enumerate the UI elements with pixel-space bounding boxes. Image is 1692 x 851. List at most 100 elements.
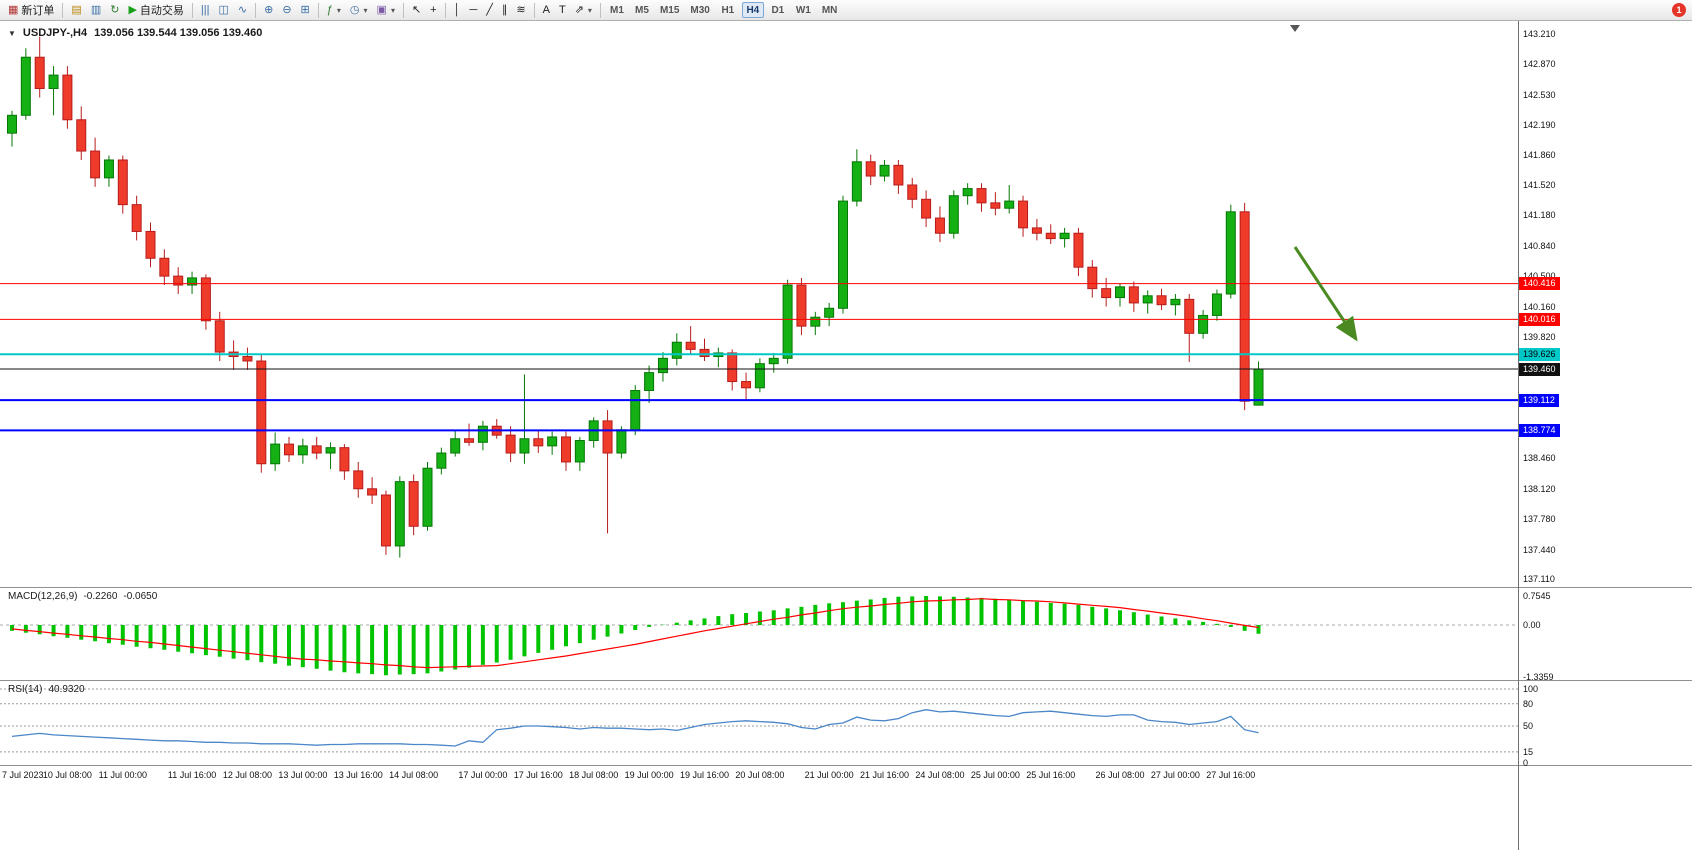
- notification-badge[interactable]: 1: [1672, 3, 1686, 17]
- dropdown-caret-icon: ▾: [390, 5, 395, 15]
- macd-signal-line: [11, 598, 1259, 669]
- text-icon: A: [542, 3, 550, 16]
- panel-separator: [1519, 680, 1692, 681]
- horizontal-line-icon: ─: [469, 3, 478, 16]
- arrows-icon[interactable]: ⇗ ▾: [571, 1, 596, 19]
- zoom-out-icon[interactable]: ⊖: [278, 1, 295, 19]
- templates-icon: ▣: [376, 3, 387, 16]
- refresh-icon[interactable]: ↻: [106, 1, 123, 19]
- timeframe-h1-button[interactable]: H1: [717, 2, 739, 18]
- candle-body: [1156, 295, 1167, 306]
- tile-windows-icon[interactable]: ⊞: [297, 1, 314, 19]
- timeframe-h4-button[interactable]: H4: [741, 2, 764, 18]
- price-chart-canvas[interactable]: [0, 21, 1518, 587]
- candle-body: [1045, 232, 1056, 240]
- vertical-line-icon[interactable]: │: [450, 1, 465, 19]
- candle-body: [20, 56, 31, 116]
- candle-body: [1198, 314, 1209, 334]
- new-order-button-label: 新订单: [21, 5, 55, 17]
- chart-dropdown-caret-icon[interactable]: ▼: [8, 28, 16, 38]
- candle-body: [34, 56, 45, 89]
- macd-tick-label: 0.00: [1523, 620, 1541, 630]
- price-axis[interactable]: 143.210 142.870 142.530 142.190 141.860 141.5…: [1518, 21, 1692, 850]
- candle-body: [1184, 298, 1195, 334]
- timeframe-m15-button[interactable]: M15: [656, 2, 683, 18]
- timeframe-m1-button[interactable]: M1: [606, 2, 628, 18]
- candle-body: [1128, 286, 1139, 304]
- time-axis[interactable]: 7 Jul 2023 10 Jul 08:00 11 Jul 00:00 11 Jul…: [0, 765, 1518, 851]
- price-badge-138.774: 138.774: [1519, 423, 1560, 437]
- price-tick-label: 140.840: [1523, 240, 1556, 251]
- zoom-in-icon[interactable]: ⊕: [260, 1, 277, 19]
- candle-body: [408, 481, 419, 527]
- line-chart-mode-icon[interactable]: ∿: [234, 1, 251, 19]
- timeframe-m5-button[interactable]: M5: [631, 2, 653, 18]
- fibonacci-icon[interactable]: ≋: [512, 1, 529, 19]
- rsi-value: 40.9320: [48, 684, 85, 695]
- candle-body: [602, 420, 613, 454]
- candle-body: [768, 357, 779, 365]
- time-label: 21 Jul 16:00: [860, 770, 910, 780]
- price-tick-label: 137.110: [1523, 574, 1555, 584]
- time-label: 12 Jul 08:00: [222, 770, 272, 780]
- time-label: 17 Jul 16:00: [513, 770, 563, 780]
- profiles-icon[interactable]: ▥: [87, 1, 105, 19]
- text-icon[interactable]: A: [539, 1, 554, 19]
- price-tick-label: 142.190: [1523, 120, 1556, 131]
- timeframe-d1-button[interactable]: D1: [767, 2, 789, 18]
- candle-body: [782, 284, 793, 359]
- time-label: 7 Jul 2023: [2, 770, 44, 780]
- rsi-tick-label: 50: [1523, 721, 1534, 731]
- price-badge-140.416: 140.416: [1519, 277, 1560, 291]
- candle-body: [630, 389, 641, 431]
- candle-body: [7, 114, 17, 134]
- toolbar-separator: [62, 2, 64, 18]
- rsi-name: RSI(14): [8, 684, 43, 695]
- candle-body: [741, 381, 752, 389]
- time-label: 11 Jul 00:00: [98, 770, 147, 780]
- text-label-icon[interactable]: T: [555, 1, 570, 19]
- rsi-panel-canvas[interactable]: [0, 680, 1518, 765]
- equidistant-channel-icon[interactable]: ∥: [498, 1, 512, 19]
- indicators-icon[interactable]: ƒ ▾: [323, 1, 345, 19]
- candle-body: [367, 488, 378, 496]
- line-chart-mode-icon: ∿: [237, 3, 248, 16]
- time-label: 14 Jul 08:00: [389, 770, 439, 780]
- toolbar-separator: [533, 2, 535, 18]
- rsi-line: [11, 709, 1259, 747]
- new-order-button[interactable]: ▦ 新订单: [4, 1, 58, 19]
- macd-panel-canvas[interactable]: [0, 587, 1518, 680]
- candle-body: [131, 204, 142, 232]
- new-chart-icon[interactable]: ▤: [67, 1, 85, 19]
- auto-trading-button[interactable]: ▶ 自动交易: [124, 1, 187, 19]
- trendline-icon[interactable]: ╱: [482, 1, 497, 19]
- time-label: 11 Jul 16:00: [167, 770, 217, 780]
- timeframe-mn-button[interactable]: MN: [818, 2, 842, 18]
- templates-icon[interactable]: ▣ ▾: [373, 1, 399, 19]
- candle-body: [1059, 232, 1070, 240]
- candle-body: [90, 150, 101, 179]
- price-tick-label: 141.180: [1523, 210, 1556, 221]
- time-label: 26 Jul 08:00: [1095, 770, 1145, 780]
- annotation-arrow[interactable]: [1293, 246, 1358, 342]
- candle-body: [561, 436, 571, 463]
- timeframe-m30-button[interactable]: M30: [686, 2, 713, 18]
- toolbar: ▦ 新订单 ▤ ▥ ↻ ▶ 自动交易 ||| ◫ ∿ ⊕ ⊖ ⊞ ƒ ▾ ◷ ▾ ▣ ▾ ↖ + │ ─ ╱ ∥ ≋ A T ⇗ ▾ M1 M…: [0, 0, 1692, 21]
- candlestick-mode-icon[interactable]: ◫: [214, 1, 232, 19]
- symbol-period-label: USDJPY-,H4: [22, 27, 88, 39]
- candle-body: [76, 119, 87, 152]
- periods-icon[interactable]: ◷ ▾: [346, 1, 372, 19]
- cursor-icon[interactable]: ↖: [408, 1, 425, 19]
- horizontal-line-icon[interactable]: ─: [465, 1, 481, 19]
- timeframe-w1-button[interactable]: W1: [792, 2, 815, 18]
- candle-body: [1018, 200, 1029, 229]
- ohlc-values: 139.056 139.544 139.056 139.460: [94, 27, 263, 39]
- time-label: 13 Jul 00:00: [278, 770, 328, 780]
- macd-name: MACD(12,26,9): [8, 591, 78, 602]
- toolbar-separator: [255, 2, 257, 18]
- time-label: 18 Jul 08:00: [569, 770, 619, 780]
- candle-body: [117, 159, 128, 206]
- indicators-icon: ƒ: [326, 3, 333, 16]
- crosshair-icon[interactable]: +: [426, 1, 440, 19]
- bar-chart-mode-icon[interactable]: |||: [197, 1, 214, 19]
